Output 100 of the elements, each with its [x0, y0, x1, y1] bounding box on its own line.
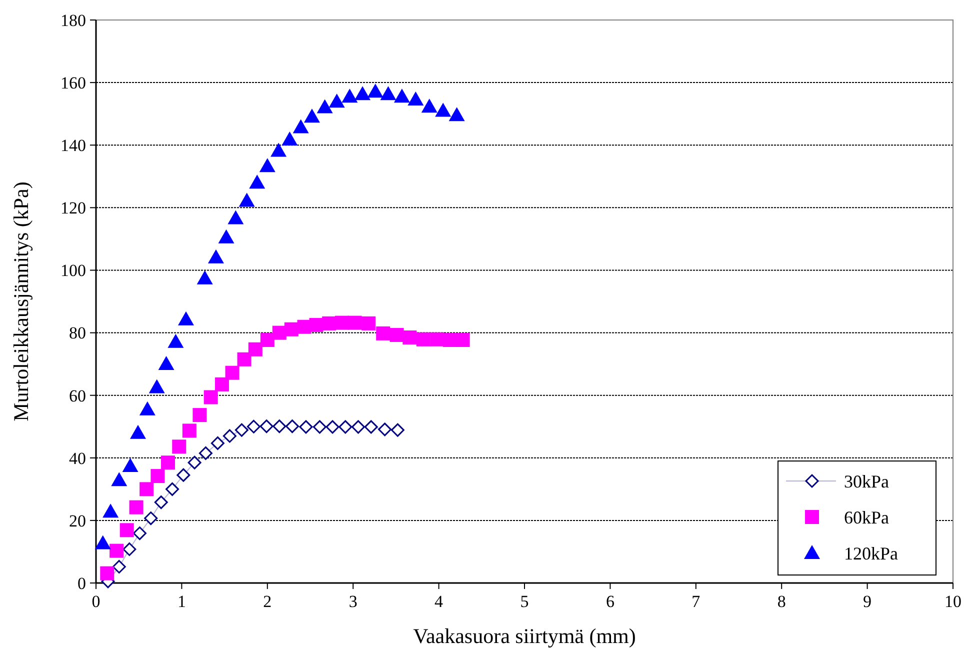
y-tick-label: 60: [69, 386, 86, 406]
y-tick-label: 100: [60, 261, 86, 280]
x-tick-label: 8: [777, 592, 786, 611]
point: [168, 334, 184, 348]
point: [367, 84, 384, 98]
point: [312, 420, 326, 434]
point: [364, 420, 378, 434]
point: [246, 420, 260, 434]
point: [214, 377, 229, 392]
point: [222, 429, 236, 443]
point: [338, 420, 352, 434]
point: [326, 420, 340, 434]
point: [130, 424, 146, 439]
point: [100, 566, 114, 580]
y-tick-label: 180: [60, 10, 86, 30]
point: [390, 423, 404, 437]
x-tick-label: 4: [434, 592, 444, 611]
legend-label: 120kPa: [844, 543, 898, 564]
point: [111, 472, 128, 486]
point: [456, 332, 470, 347]
x-tick-label: 7: [692, 592, 701, 611]
point: [351, 420, 365, 434]
point: [166, 482, 180, 496]
x-tick-label: 3: [348, 592, 358, 611]
legend-label: 60kPa: [844, 507, 890, 528]
point: [144, 512, 158, 526]
point: [416, 332, 430, 346]
point: [112, 560, 126, 574]
point: [172, 440, 186, 454]
point: [122, 542, 136, 556]
point: [408, 91, 424, 106]
x-tick-label: 1: [177, 592, 186, 611]
point: [270, 142, 287, 157]
y-tick-label: 140: [60, 136, 86, 156]
point: [210, 436, 224, 450]
point: [148, 379, 165, 394]
point: [150, 469, 165, 484]
x-tick-label: 9: [863, 592, 872, 611]
point: [348, 316, 362, 330]
point: [176, 468, 190, 482]
point: [132, 526, 146, 540]
point: [354, 86, 371, 100]
point: [225, 366, 240, 380]
point: [139, 401, 156, 416]
point: [102, 504, 119, 518]
point: [218, 229, 234, 244]
point: [259, 158, 276, 172]
point: [286, 420, 300, 434]
point: [94, 535, 111, 550]
x-tick-label: 5: [520, 592, 529, 611]
point: [228, 210, 244, 224]
point: [260, 420, 274, 434]
point: [238, 192, 255, 207]
point: [234, 423, 248, 437]
y-tick-label: 120: [60, 198, 86, 218]
point: [196, 270, 213, 284]
point: [380, 86, 396, 100]
point: [249, 174, 266, 189]
legend-label: 30kPa: [844, 471, 890, 492]
x-axis-title: Vaakasuora siirtymä (mm): [413, 624, 636, 648]
point: [160, 456, 175, 470]
point: [237, 352, 252, 366]
point: [182, 424, 196, 438]
point: [158, 356, 174, 370]
point: [421, 98, 438, 113]
point: [140, 482, 154, 496]
point: [122, 458, 138, 472]
point: [342, 88, 358, 103]
point: [448, 107, 465, 122]
x-tick-label: 10: [944, 592, 962, 611]
point: [260, 332, 274, 347]
point: [304, 108, 320, 123]
y-tick-label: 40: [69, 448, 86, 468]
point: [430, 332, 444, 346]
point: [435, 102, 452, 117]
point: [299, 420, 313, 434]
y-tick-label: 160: [60, 74, 86, 93]
point: [188, 456, 202, 470]
point: [192, 408, 207, 422]
point: [394, 88, 410, 103]
point: [282, 131, 298, 146]
y-axis-title: Murtoleikkausjännitys (kPa): [9, 182, 33, 422]
point: [378, 422, 392, 436]
point: [362, 316, 376, 330]
point: [272, 420, 286, 434]
x-tick-label: 2: [263, 592, 272, 611]
point: [316, 99, 333, 114]
point: [110, 544, 124, 558]
x-tick-label: 0: [92, 592, 100, 611]
point: [376, 326, 390, 340]
point: [204, 390, 218, 404]
point: [178, 311, 194, 326]
y-tick-label: 20: [69, 511, 86, 530]
point: [248, 342, 262, 356]
point: [292, 119, 309, 134]
x-tick-label: 6: [606, 592, 614, 611]
point: [120, 523, 134, 538]
point: [198, 446, 212, 460]
point: [154, 496, 168, 510]
y-tick-label: 80: [69, 324, 86, 343]
